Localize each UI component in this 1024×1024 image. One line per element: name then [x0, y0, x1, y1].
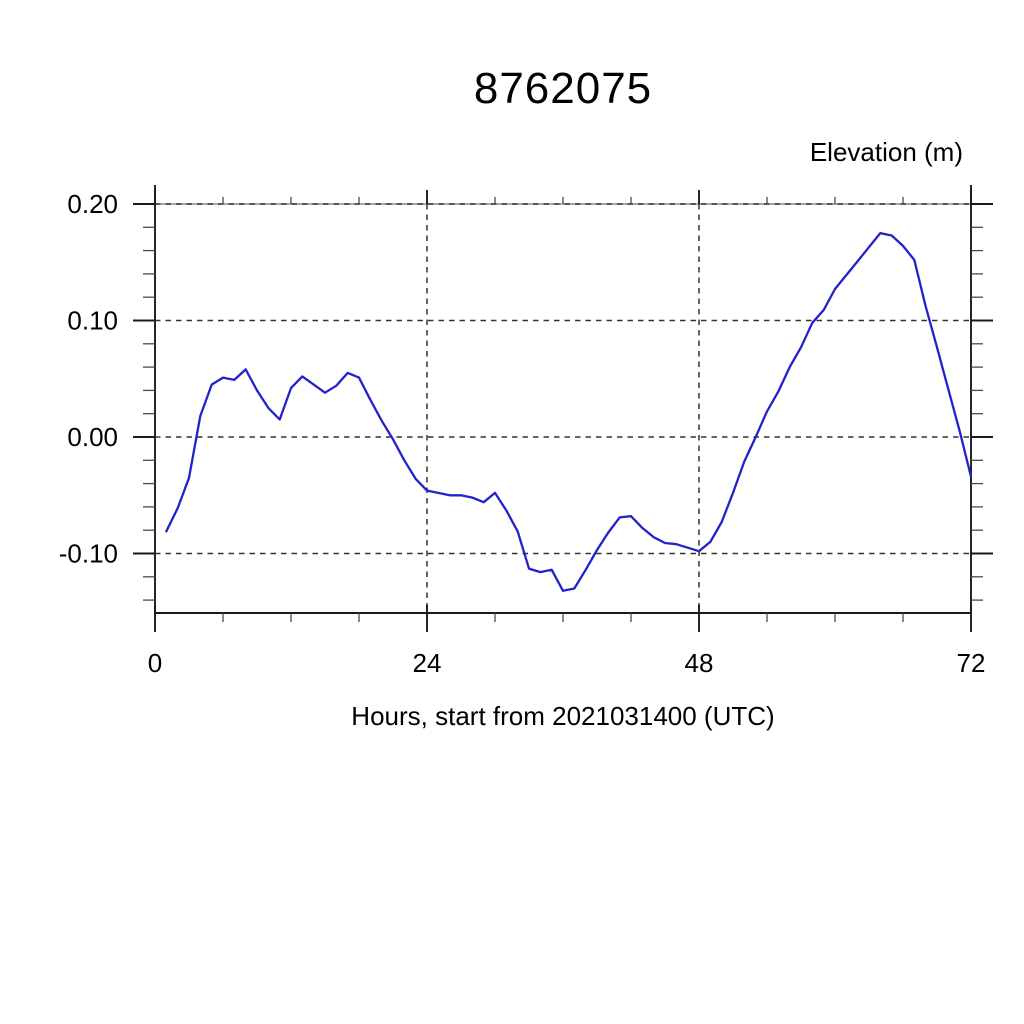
y-tick-label: 0.00 [67, 422, 118, 452]
y-tick-label: 0.20 [67, 189, 118, 219]
y-tick-label: 0.10 [67, 306, 118, 336]
x-tick-label: 0 [148, 648, 162, 678]
elevation-line [165, 231, 973, 592]
x-tick-label: 24 [413, 648, 442, 678]
chart-title: 8762075 [473, 64, 653, 113]
y-tick-label: -0.10 [59, 539, 118, 569]
x-tick-label: 72 [957, 648, 986, 678]
y-axis-title: Elevation (m) [809, 137, 963, 167]
x-tick-label: 48 [685, 648, 714, 678]
x-axis-title: Hours, start from 2021031400 (UTC) [351, 701, 775, 731]
